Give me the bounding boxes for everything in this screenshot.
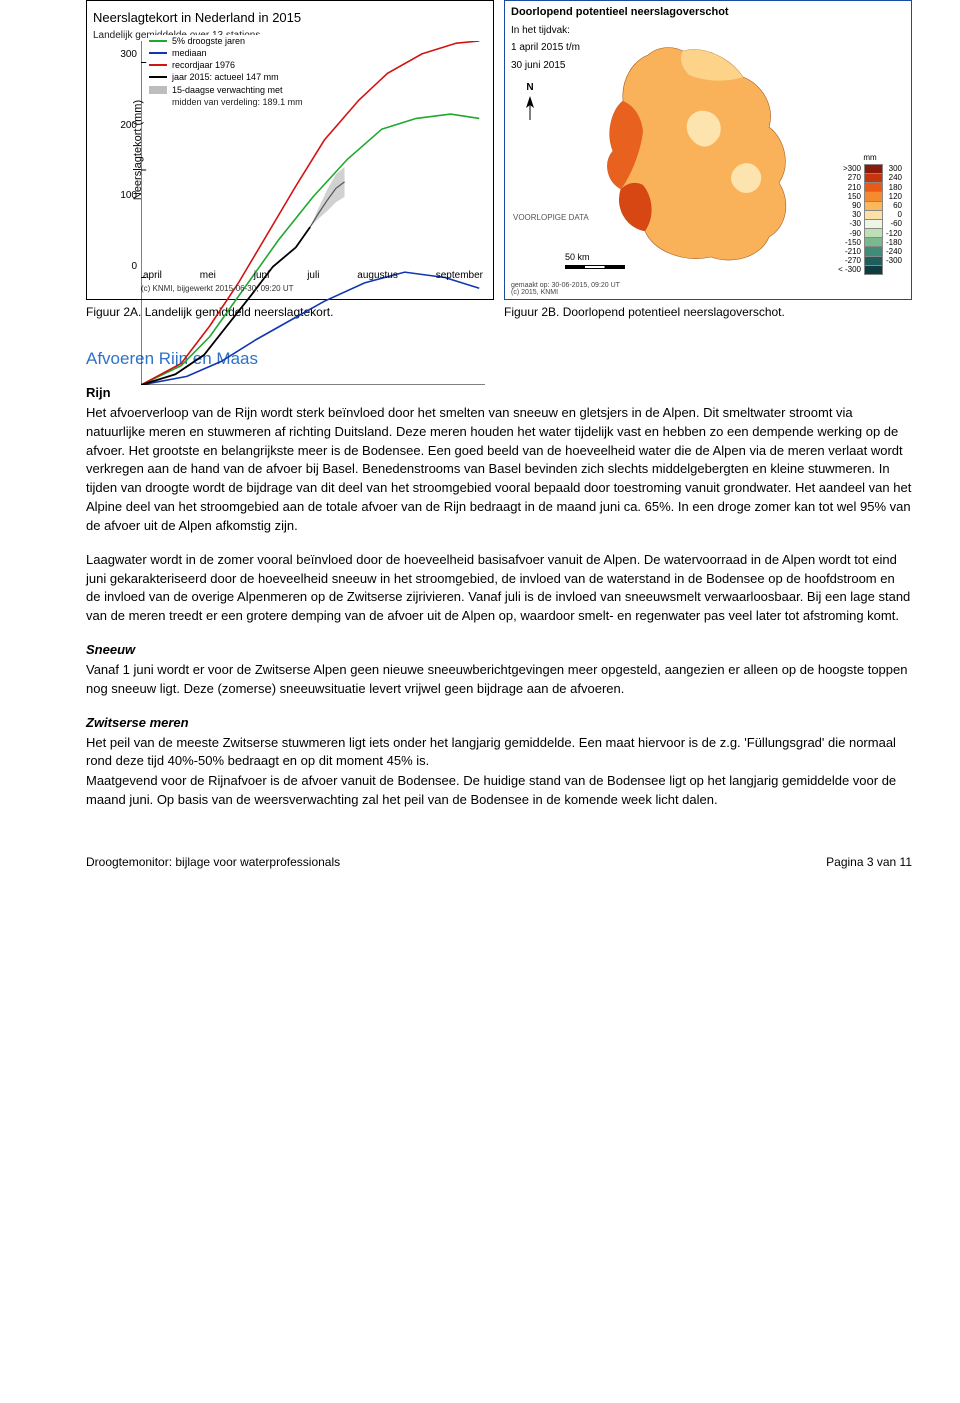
legend-swatch [149,52,167,54]
footer-left: Droogtemonitor: bijlage voor waterprofes… [86,854,340,871]
paragraph: Het afvoerverloop van de Rijn wordt ster… [86,404,912,536]
paragraph: Laagwater wordt in de zomer vooral beïnv… [86,551,912,626]
paragraph: Maatgevend voor de Rijnafvoer is de afvo… [86,772,912,810]
paragraph: Vanaf 1 juni wordt er voor de Zwitserse … [86,661,912,699]
legend-swatch [149,40,167,42]
chart-box: Neerslagtekort in Nederland in 2015 Land… [86,0,494,300]
subheading-sneeuw: Sneeuw [86,641,912,660]
map-legend: mm >3003002702402101801501209060300-30-6… [835,152,905,275]
map-box: Doorlopend potentieel neerslagoverschot … [504,0,912,300]
figures-row: Neerslagtekort in Nederland in 2015 Land… [86,0,912,300]
legend-label: 15-daagse verwachting met [172,84,283,96]
figure-2b: Doorlopend potentieel neerslagoverschot … [504,0,912,300]
legend-label: mediaan [172,47,207,59]
chart-title: Neerslagtekort in Nederland in 2015 [93,9,487,28]
y-ticks: 0100200300 [111,41,137,267]
paragraph: Het peil van de meeste Zwitserse stuwmer… [86,734,912,772]
legend-note: midden van verdeling: 189.1 mm [172,96,303,108]
page-footer: Droogtemonitor: bijlage voor waterprofes… [86,854,912,871]
subheading-rijn: Rijn [86,384,912,403]
map-footer-line: (c) 2015, KNMI [511,289,620,297]
map-svg [555,31,831,271]
caption-2b: Figuur 2B. Doorlopend potentieel neersla… [504,304,912,321]
map-scale: 50 km [565,251,625,269]
map-footer: gemaakt op: 30-06-2015, 09:20 UT (c) 201… [511,282,620,297]
legend-swatch [149,76,167,78]
legend-swatch [149,86,167,94]
x-ticks: aprilmeijunijuliaugustusseptember [141,269,485,284]
footer-right: Pagina 3 van 11 [826,854,912,871]
map-scale-label: 50 km [565,252,590,262]
map-title: Doorlopend potentieel neerslagoverschot [511,5,905,21]
legend-swatch [149,64,167,66]
legend-unit: mm [835,152,905,164]
legend-label: recordjaar 1976 [172,59,235,71]
compass-icon: N [523,81,537,125]
figure-2a: Neerslagtekort in Nederland in 2015 Land… [86,0,494,300]
chart-footer: (c) KNMI, bijgewerkt 2015-06-30, 09:20 U… [141,283,294,295]
legend-label: 5% droogste jaren [172,35,245,47]
legend-label: jaar 2015: actueel 147 mm [172,71,279,83]
map-scale-bar [565,265,625,269]
map-footer-line: gemaakt op: 30-06-2015, 09:20 UT [511,282,620,290]
subheading-zwitserse-meren: Zwitserse meren [86,714,912,733]
chart-legend: 5% droogste jaren mediaan recordjaar 197… [149,35,303,108]
